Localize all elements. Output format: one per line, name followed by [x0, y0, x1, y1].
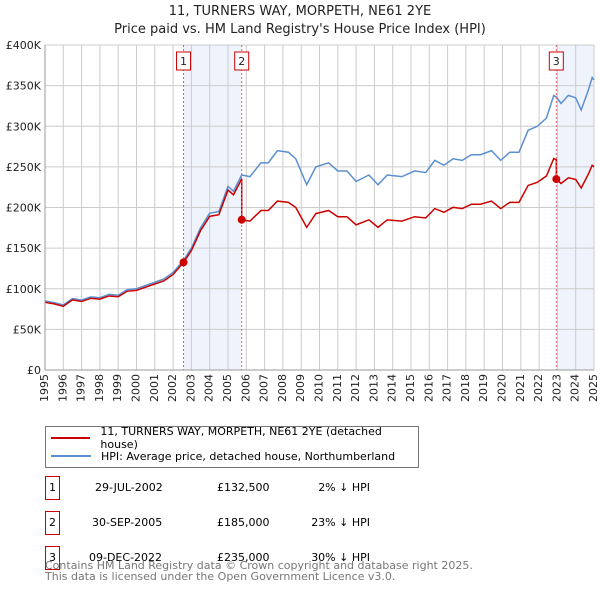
sale-hpi-diff: 30% ↓ HPI: [311, 551, 370, 564]
sale-number: 3: [45, 546, 60, 570]
sale-number: 2: [45, 511, 60, 535]
legend-item-property: 11, TURNERS WAY, MORPETH, NE61 2YE (deta…: [51, 425, 418, 451]
x-tick-label: 2000: [130, 374, 143, 402]
chart-title: 11, TURNERS WAY, MORPETH, NE61 2YE: [168, 4, 432, 19]
y-tick-label: £250K: [6, 161, 42, 174]
hpi-line: [44, 75, 595, 306]
x-tick-label: 2012: [349, 374, 362, 402]
x-tick-label: 2011: [331, 374, 344, 402]
y-tick-label: £100K: [6, 283, 42, 296]
x-tick-label: 2006: [239, 374, 252, 402]
x-tick-label: 2021: [514, 374, 527, 402]
sale-label-box: [234, 51, 250, 71]
y-tick-label: £200K: [6, 202, 42, 215]
x-tick-label: 2025: [587, 374, 600, 402]
x-tick-label: 2015: [404, 374, 417, 402]
footer-line-2: This data is licensed under the Open Gov…: [45, 570, 396, 583]
sale-date: 29-JUL-2002: [95, 481, 163, 494]
sale-price: £132,500: [217, 481, 270, 494]
property-line: [44, 157, 595, 308]
sale-date: 30-SEP-2005: [92, 516, 163, 529]
legend-label: HPI: Average price, detached house, Nort…: [101, 449, 396, 463]
sale-number: 1: [45, 476, 60, 500]
legend-item-hpi: HPI: Average price, detached house, Nort…: [51, 448, 395, 464]
legend: 11, TURNERS WAY, MORPETH, NE61 2YE (deta…: [45, 425, 419, 468]
sale-point: [552, 175, 561, 184]
x-tick-label: 1995: [38, 374, 51, 402]
x-tick-label: 2007: [258, 374, 271, 402]
sale-price: £235,000: [217, 551, 270, 564]
x-tick-label: 2010: [313, 374, 326, 402]
footer-line-1: Contains HM Land Registry data © Crown c…: [45, 559, 473, 572]
sale-point: [179, 258, 188, 267]
y-tick-label: £0: [27, 364, 41, 377]
sale-price: £185,000: [217, 516, 270, 529]
x-tick-label: 2019: [477, 374, 490, 402]
x-tick-label: 1999: [111, 374, 124, 402]
sale-point: [237, 215, 246, 224]
x-tick-label: 2009: [294, 374, 307, 402]
y-tick-label: £350K: [6, 80, 42, 93]
x-tick-label: 2022: [532, 374, 545, 402]
x-tick-label: 2016: [422, 374, 435, 402]
legend-swatch-blue: [51, 455, 91, 457]
sale-label: 3: [553, 55, 560, 68]
x-tick-label: 2018: [459, 374, 472, 402]
sale-hpi-diff: 2% ↓ HPI: [318, 481, 370, 494]
footer: Contains HM Land Registry data © Crown c…: [45, 560, 473, 582]
x-tick-label: 2002: [166, 374, 179, 402]
y-tick-label: £300K: [6, 120, 42, 133]
plot-area: 1995 1996 1997 1998 1999 2000 2001 2002 2003 2004…: [6, 39, 600, 402]
sale-label: 2: [238, 55, 245, 68]
chart-subtitle: Price paid vs. HM Land Registry's House …: [114, 22, 486, 37]
sale-label-box: [176, 51, 192, 71]
x-tick-label: 1997: [75, 374, 88, 402]
sale-label-box: [548, 51, 564, 71]
x-tick-label: 2014: [386, 374, 399, 402]
x-tick-label: 1998: [93, 374, 106, 402]
y-tick-label: £150K: [6, 242, 42, 255]
x-tick-label: 2020: [496, 374, 509, 402]
x-tick-label: 2003: [184, 374, 197, 402]
x-tick-label: 2013: [367, 374, 380, 402]
sale-date: 09-DEC-2022: [89, 551, 163, 564]
x-tick-label: 2024: [569, 374, 582, 402]
x-tick-label: 2017: [441, 374, 454, 402]
legend-swatch-red: [51, 437, 91, 439]
y-tick-label: £400K: [6, 39, 42, 52]
sale-hpi-diff: 23% ↓ HPI: [311, 516, 370, 529]
x-tick-label: 2008: [276, 374, 289, 402]
legend-label: 11, TURNERS WAY, MORPETH, NE61 2YE (deta…: [100, 425, 382, 451]
x-tick-label: 2023: [550, 374, 563, 402]
y-tick-label: £50K: [13, 323, 42, 336]
x-tick-label: 1996: [56, 374, 69, 402]
x-tick-label: 2004: [203, 374, 216, 402]
x-tick-label: 2001: [148, 374, 161, 402]
x-tick-label: 2005: [221, 374, 234, 402]
sale-label: 1: [180, 55, 187, 68]
